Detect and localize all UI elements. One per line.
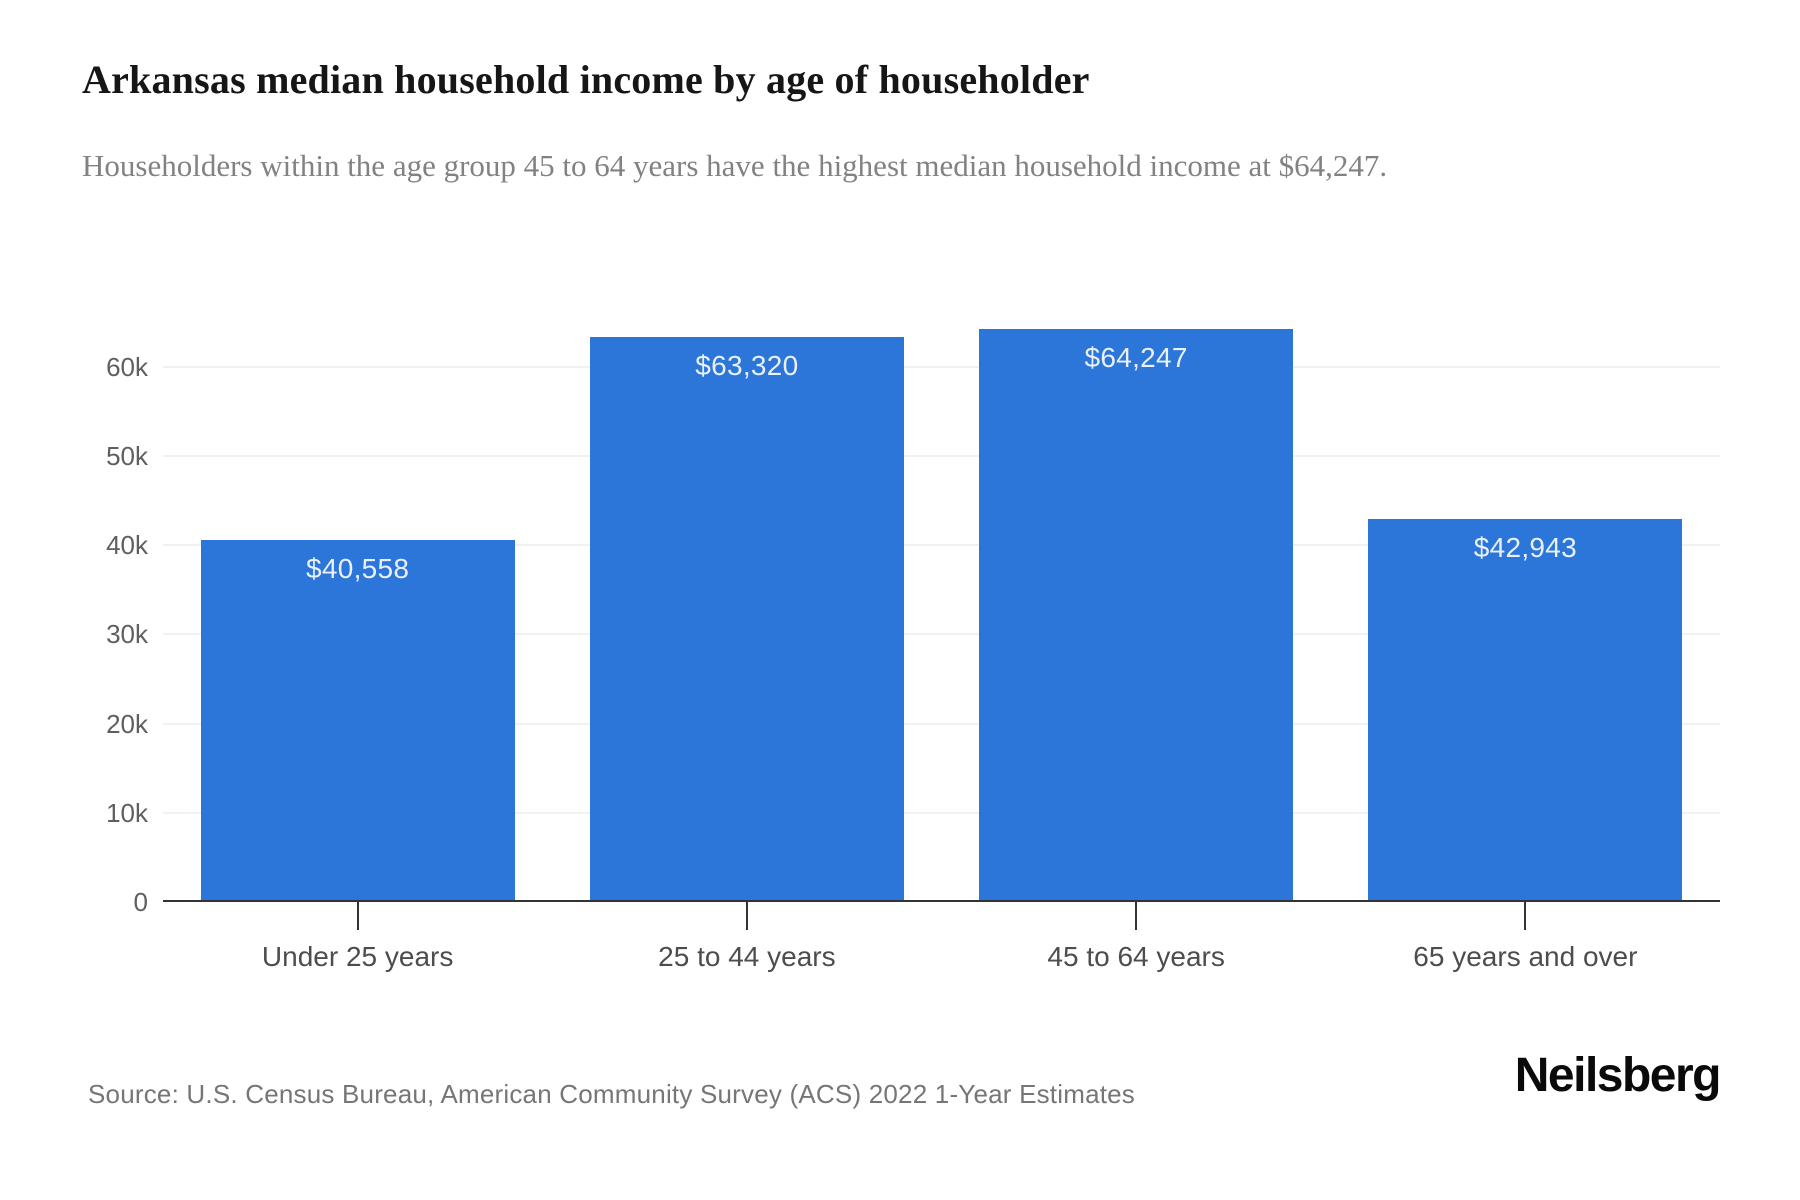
y-axis-tick-label: 60k: [106, 351, 148, 382]
x-axis-tick: [1524, 902, 1527, 930]
bar-value-label: $40,558: [305, 553, 410, 585]
y-axis-tick-label: 20k: [106, 708, 148, 739]
source-note: Source: U.S. Census Bureau, American Com…: [88, 1079, 1136, 1109]
plot-area: $40,558 $63,320 $64,247 $42,943: [163, 300, 1720, 902]
gridline: [163, 722, 1720, 725]
bar[interactable]: $63,320: [589, 337, 904, 902]
x-axis-tick-cell: [552, 902, 941, 930]
x-axis-ticks: [163, 902, 1720, 930]
x-axis-category-labels: Under 25 years 25 to 44 years 45 to 64 yea…: [163, 941, 1720, 973]
gridline: [163, 811, 1720, 814]
x-axis-category-label: Under 25 years: [261, 941, 454, 972]
bar[interactable]: $42,943: [1368, 519, 1683, 902]
y-axis-tick-label: 30k: [106, 619, 148, 650]
bar-value-label: $63,320: [695, 350, 799, 382]
gridline: [163, 544, 1720, 547]
brand-logo: Neilsberg: [1514, 1049, 1722, 1102]
y-axis-tick-label: 50k: [106, 441, 148, 472]
bar[interactable]: $40,558: [200, 540, 515, 902]
x-axis-tick: [1135, 902, 1138, 930]
y-axis-tick-label: 10k: [106, 797, 148, 828]
x-axis-category-label: 65 years and over: [1413, 941, 1638, 972]
x-axis-tick-cell: [942, 902, 1331, 930]
y-axis-tick-label: 0: [133, 887, 148, 917]
gridline: [163, 633, 1720, 636]
x-axis-category-label: 25 to 44 years: [658, 941, 836, 972]
x-axis-tick: [745, 902, 748, 930]
bar-value-label: $64,247: [1084, 342, 1188, 374]
x-axis-line: [163, 900, 1720, 902]
y-axis-labels: 0 10k 20k 30k 40k 50k 60k: [0, 300, 148, 915]
bars: $40,558 $63,320 $64,247 $42,943: [163, 300, 1720, 902]
y-axis-tick-label: 40k: [106, 530, 148, 561]
gridline: [163, 455, 1720, 458]
x-axis-tick-cell: [163, 902, 552, 930]
bar[interactable]: $64,247: [979, 329, 1294, 902]
chart-subtitle: Householders within the age group 45 to …: [82, 148, 1388, 183]
bar-value-label: $42,943: [1473, 532, 1578, 564]
x-axis-category-label: 45 to 64 years: [1047, 941, 1225, 972]
x-axis-tick: [356, 902, 359, 930]
gridline: [163, 365, 1720, 368]
chart-title: Arkansas median household income by age …: [82, 57, 1090, 102]
x-axis-tick-cell: [1331, 902, 1720, 930]
